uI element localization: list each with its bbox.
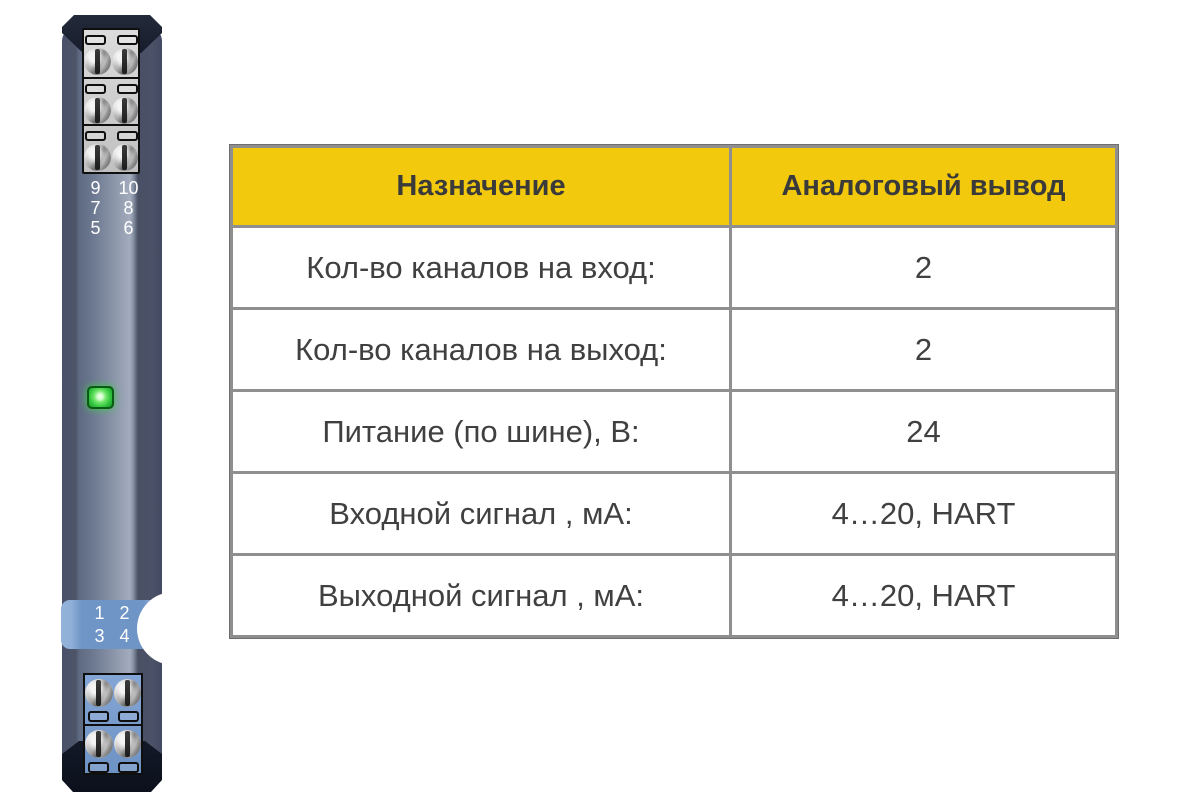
wire-slot [117, 711, 139, 722]
bottom-terminal-block [83, 673, 143, 775]
wire-slot [116, 84, 138, 94]
screw-terminal [111, 48, 138, 75]
row-label: Входной сигнал , мА: [230, 471, 732, 556]
screw-terminal [84, 144, 111, 171]
terminal-section [84, 30, 138, 77]
screw-terminal [84, 48, 111, 75]
table-row: Кол-во каналов на выход: 2 [230, 307, 1118, 392]
pin-number: 10 [118, 178, 139, 198]
screw-terminal [113, 730, 141, 758]
row-label: Питание (по шине), В: [230, 389, 732, 474]
wire-slot [87, 762, 109, 773]
screw-terminal [111, 97, 138, 124]
screw-terminal [85, 730, 113, 758]
row-value: 4…20, HART [729, 553, 1118, 638]
wire-slot [84, 35, 106, 45]
terminal-section [84, 77, 138, 124]
column-header-purpose: Назначение [230, 145, 732, 228]
pin-number: 8 [123, 198, 134, 218]
screw-terminal [113, 679, 141, 707]
table-row: Входной сигнал , мА: 4…20, HART [230, 471, 1118, 556]
column-header-analog-output: Аналоговый вывод [729, 145, 1118, 228]
terminal-section [85, 724, 141, 773]
terminal-section [84, 124, 138, 171]
pin-number: 7 [90, 198, 101, 218]
status-led-indicator [87, 386, 114, 409]
row-label: Кол-во каналов на вход: [230, 225, 732, 310]
wire-slot [84, 131, 106, 141]
top-terminal-numbers: 9 10 7 8 5 6 [62, 178, 162, 238]
screw-terminal [111, 144, 138, 171]
table-row: Питание (по шине), В: 24 [230, 389, 1118, 474]
row-value: 2 [729, 225, 1118, 310]
wire-slot [117, 762, 139, 773]
table-row: Выходной сигнал , мА: 4…20, HART [230, 553, 1118, 638]
wire-slot [116, 35, 138, 45]
wire-slot [87, 711, 109, 722]
pin-number: 2 [119, 603, 130, 623]
row-value: 24 [729, 389, 1118, 474]
table-row: Кол-во каналов на вход: 2 [230, 225, 1118, 310]
bottom-terminal-numbers: 1 2 3 4 [61, 600, 164, 648]
screw-terminal [84, 97, 111, 124]
spec-table: Назначение Аналоговый вывод Кол-во канал… [230, 145, 1118, 638]
pin-number: 4 [119, 626, 130, 646]
terminal-section [85, 675, 141, 724]
pin-number: 1 [94, 603, 105, 623]
row-value: 4…20, HART [729, 471, 1118, 556]
wire-slot [84, 84, 106, 94]
pin-number: 9 [90, 178, 101, 198]
screw-terminal [85, 679, 113, 707]
pin-number: 5 [90, 218, 101, 238]
top-terminal-block [82, 28, 140, 174]
row-label: Кол-во каналов на выход: [230, 307, 732, 392]
rail-release-notch [137, 592, 210, 665]
din-rail-module: 9 10 7 8 5 6 1 2 3 4 [61, 15, 210, 792]
pin-number: 3 [94, 626, 105, 646]
table-header-row: Назначение Аналоговый вывод [230, 145, 1118, 228]
spec-table-container: Назначение Аналоговый вывод Кол-во канал… [230, 145, 1118, 638]
pin-number: 6 [123, 218, 134, 238]
row-label: Выходной сигнал , мА: [230, 553, 732, 638]
row-value: 2 [729, 307, 1118, 392]
wire-slot [116, 131, 138, 141]
